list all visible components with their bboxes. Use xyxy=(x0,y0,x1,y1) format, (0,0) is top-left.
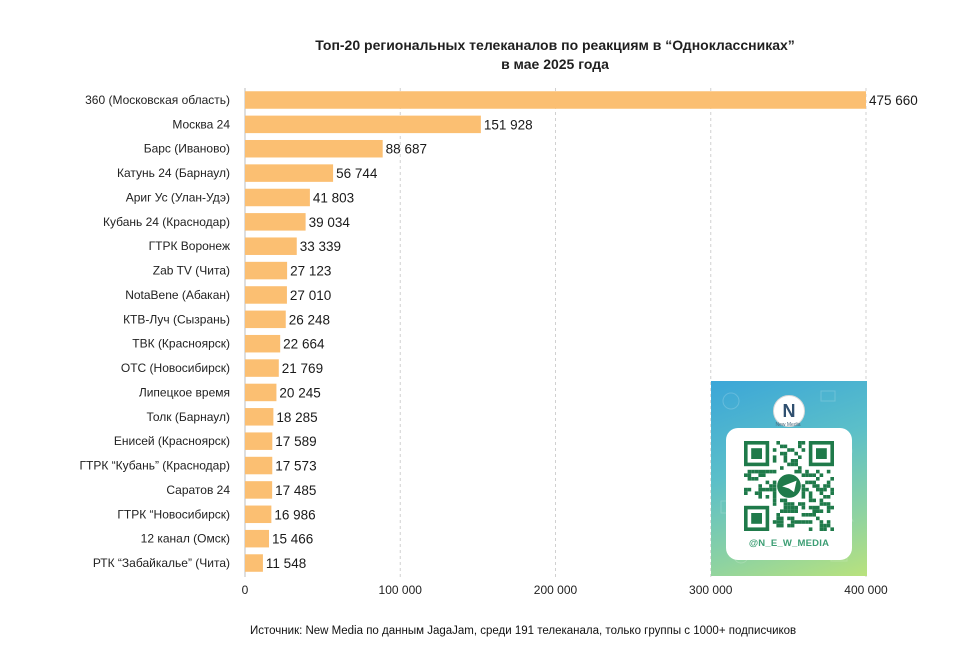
category-label: Саратов 24 xyxy=(166,483,230,497)
value-label: 33 339 xyxy=(300,239,341,254)
labels: 0 100 000 200 000 300 000 400 000 360 (Москов… xyxy=(80,93,918,597)
category-label: 360 (Московская область) xyxy=(85,93,230,107)
bar xyxy=(245,237,297,255)
x-tick-label: 200 000 xyxy=(534,583,578,597)
category-label: ГТРК “Кубань” (Краснодар) xyxy=(80,459,230,473)
value-label: 16 986 xyxy=(274,507,315,522)
bar xyxy=(245,164,334,182)
category-label: Енисей (Красноярск) xyxy=(114,434,230,448)
value-label: 88 687 xyxy=(386,142,427,157)
category-label: ТВК (Красноярск) xyxy=(132,337,230,351)
qr-promo-card[interactable]: N New Media @N_E_W_MEDIA xyxy=(711,381,867,576)
value-label: 15 466 xyxy=(272,532,313,547)
bar xyxy=(245,359,279,377)
x-tick-label: 400 000 xyxy=(844,583,888,597)
category-label: ГТРК “Новосибирск) xyxy=(117,507,230,521)
value-label: 21 769 xyxy=(282,361,323,376)
value-label: 27 010 xyxy=(290,288,331,303)
x-tick-label: 100 000 xyxy=(379,583,423,597)
bars xyxy=(245,91,866,572)
bar xyxy=(245,310,286,329)
category-label: Катунь 24 (Барнаул) xyxy=(117,166,230,180)
value-label: 39 034 xyxy=(309,215,351,230)
qr-card[interactable]: @N_E_W_MEDIA xyxy=(726,428,852,560)
value-label: 11 548 xyxy=(266,556,306,571)
chart-title: Топ-20 региональных телеканалов по реакц… xyxy=(245,36,865,74)
bar xyxy=(245,139,383,158)
bar xyxy=(245,383,277,402)
bar xyxy=(245,286,287,304)
category-label: NotaBene (Абакан) xyxy=(125,288,230,302)
bar xyxy=(245,456,273,475)
value-label: 475 660 xyxy=(869,93,918,108)
value-label: 22 664 xyxy=(283,337,325,352)
chart-title-line1: Топ-20 региональных телеканалов по реакц… xyxy=(315,37,795,53)
category-label: ГТРК Воронеж xyxy=(149,239,230,253)
new-media-logo-caption: New Media xyxy=(775,422,801,428)
bar xyxy=(245,115,481,134)
bar xyxy=(245,554,263,572)
value-label: 27 123 xyxy=(290,264,331,279)
value-label: 17 485 xyxy=(275,483,316,498)
value-label: 17 573 xyxy=(275,459,316,474)
category-label: КТВ-Луч (Сызрань) xyxy=(123,312,230,326)
category-label: Липецкое время xyxy=(139,385,230,399)
category-label: Москва 24 xyxy=(172,117,230,131)
category-label: Кубань 24 (Краснодар) xyxy=(103,215,230,229)
bar xyxy=(245,91,866,109)
qr-code-icon[interactable] xyxy=(744,441,834,531)
category-label: Zab TV (Чита) xyxy=(153,264,230,278)
value-label: 41 803 xyxy=(313,190,354,205)
bar xyxy=(245,188,310,207)
bar xyxy=(245,213,306,231)
category-label: Ариг Ус (Улан-Удэ) xyxy=(126,190,230,204)
category-label: 12 канал (Омск) xyxy=(141,532,230,546)
x-tick-label: 300 000 xyxy=(689,583,733,597)
bar xyxy=(245,408,274,426)
value-label: 17 589 xyxy=(275,434,316,449)
category-label: Толк (Барнаул) xyxy=(146,410,230,424)
bar xyxy=(245,505,272,524)
value-label: 26 248 xyxy=(289,312,330,327)
bar xyxy=(245,334,281,353)
chart-title-line2: в мае 2025 года xyxy=(501,56,609,72)
new-media-logo: N xyxy=(773,395,805,427)
category-label: РТК “Забайкалье” (Чита) xyxy=(93,556,230,570)
value-label: 56 744 xyxy=(336,166,378,181)
category-label: ОТС (Новосибирск) xyxy=(121,361,230,375)
source-note: Источник: New Media по данным JagaJam, с… xyxy=(250,625,797,637)
value-label: 18 285 xyxy=(276,410,317,425)
value-label: 151 928 xyxy=(484,117,533,132)
value-label: 20 245 xyxy=(279,385,320,400)
bar xyxy=(245,529,270,548)
bar xyxy=(245,261,288,280)
category-label: Барс (Иваново) xyxy=(144,142,230,156)
telegram-handle[interactable]: @N_E_W_MEDIA xyxy=(748,538,830,549)
x-tick-label: 0 xyxy=(242,583,249,597)
bar xyxy=(245,432,273,450)
bar xyxy=(245,481,273,499)
